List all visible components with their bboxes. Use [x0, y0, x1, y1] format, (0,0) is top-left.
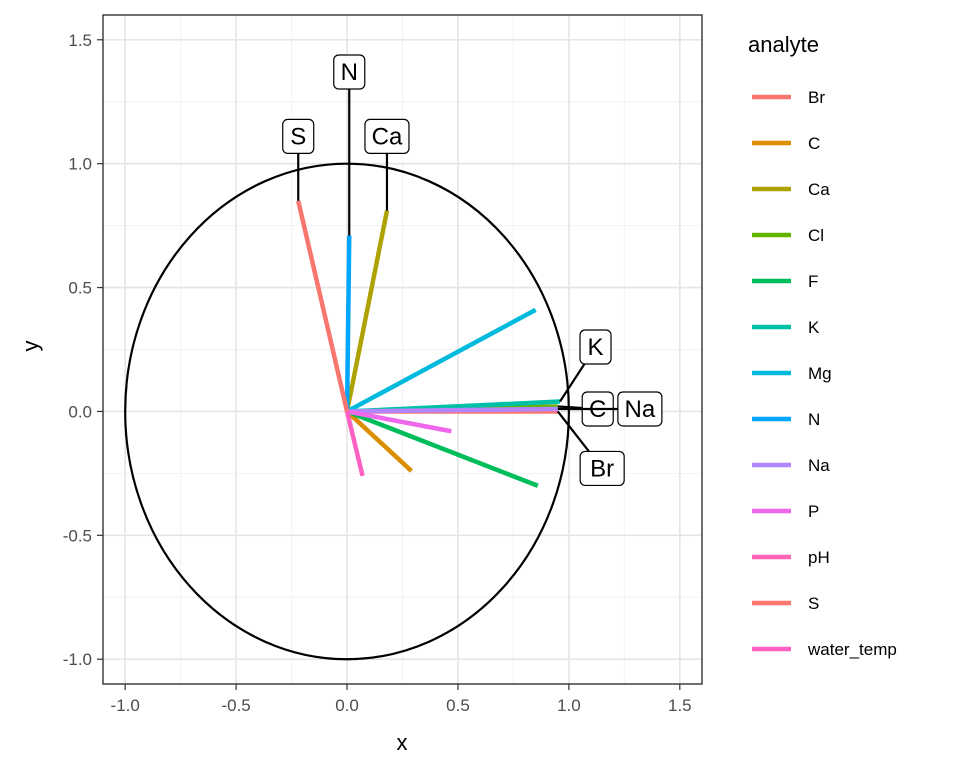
- y-tick-label: 0.5: [68, 279, 92, 298]
- x-tick-label: 1.5: [668, 696, 692, 715]
- x-tick-label: 0.5: [446, 696, 470, 715]
- callout-label: N: [341, 59, 358, 86]
- y-tick-label: 1.5: [68, 31, 92, 50]
- y-tick-label: -1.0: [63, 650, 92, 669]
- callout-label: Ca: [372, 123, 403, 150]
- series-line-C: [345, 409, 413, 473]
- callout-box: [579, 329, 612, 365]
- series-line-P: [346, 409, 452, 434]
- x-tick-label: 0.0: [335, 696, 359, 715]
- series-line-water_temp: [344, 410, 365, 477]
- legend-title: analyte: [748, 32, 819, 57]
- callout-box: [333, 54, 366, 90]
- callout-label: Na: [625, 396, 656, 423]
- legend-label-Mg: Mg: [808, 364, 832, 383]
- callout-label: S: [290, 123, 306, 150]
- legend-label-Cl: Cl: [808, 226, 824, 245]
- series-line-Ca: [344, 210, 390, 412]
- legend-label-Br: Br: [808, 88, 825, 107]
- callout-leader: [557, 405, 583, 410]
- axes: -1.0 -0.5 0.0 0.5 1.0 1.5 -1.0 -0.5 0.0 0.5 1.0 1.5: [63, 14, 703, 715]
- y-tick-label: -0.5: [63, 526, 92, 545]
- y-tick-label: 0.0: [68, 402, 92, 421]
- series-line-F: [346, 409, 539, 488]
- x-tick-label: 1.0: [557, 696, 581, 715]
- series-line-S: [296, 200, 350, 412]
- callout-leader: [556, 410, 590, 453]
- series-line-Mg: [345, 307, 537, 414]
- legend-label-C: C: [808, 134, 820, 153]
- callout-label: K: [588, 334, 604, 361]
- unit-circle: [124, 162, 570, 661]
- legend-label-S: S: [808, 594, 819, 613]
- legend-label-F: F: [808, 272, 818, 291]
- legend-label-water_temp: water_temp: [807, 640, 897, 659]
- legend-label-Na: Na: [808, 456, 830, 475]
- y-tick-label: 1.0: [68, 155, 92, 174]
- callout-leader: [559, 363, 586, 403]
- series-line-Na: [347, 406, 558, 414]
- x-axis-title: x: [397, 730, 408, 755]
- callout-label: Br: [590, 455, 614, 482]
- series-layer: [124, 162, 570, 661]
- legend-label-pH: pH: [808, 548, 830, 567]
- legend-label-Ca: Ca: [808, 180, 830, 199]
- legend-label-K: K: [808, 318, 820, 337]
- panel-border: [102, 14, 703, 685]
- callout-box: [617, 391, 663, 427]
- series-line-N: [344, 235, 352, 412]
- callout-box: [282, 118, 315, 155]
- legend-label-P: P: [808, 502, 819, 521]
- legend-label-N: N: [808, 410, 820, 429]
- x-tick-label: -1.0: [111, 696, 140, 715]
- callout-box: [579, 450, 625, 487]
- x-tick-label: -0.5: [221, 696, 250, 715]
- callout-box: [364, 118, 410, 155]
- grid: [103, 15, 702, 684]
- y-axis-title: y: [18, 341, 43, 352]
